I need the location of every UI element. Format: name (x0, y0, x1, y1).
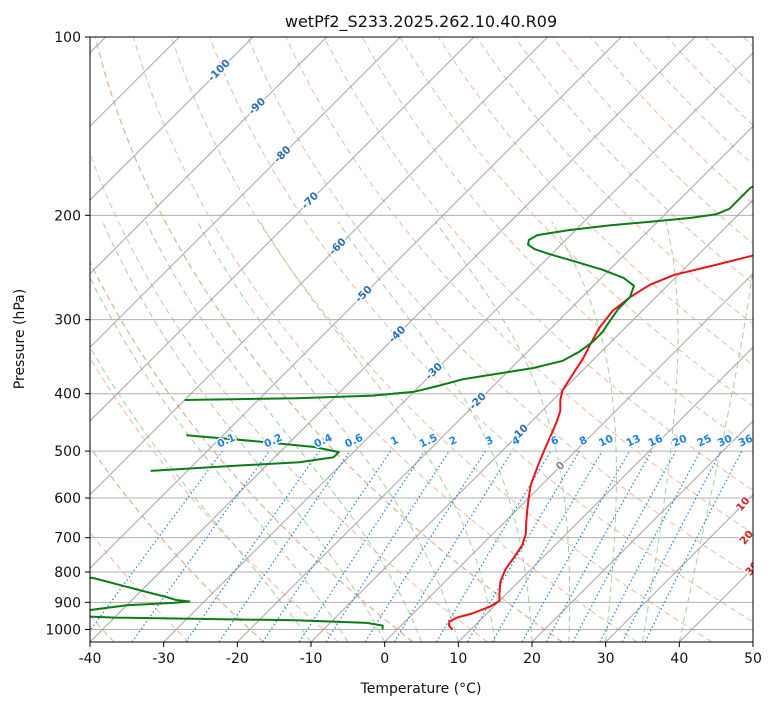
mixing-ratio-line (262, 450, 392, 642)
x-axis-label: Temperature (°C) (360, 681, 482, 697)
y-tick-label: 500 (54, 444, 81, 460)
dry-adiabat-line (94, 37, 563, 642)
sounding-profiles (90, 185, 753, 631)
dry-adiabat-line (90, 445, 264, 642)
isotherm-line (163, 51, 753, 642)
x-tick-label: 0 (380, 651, 389, 667)
skewed-isotherms (90, 37, 753, 642)
dry-adiabat-line (171, 37, 712, 642)
mixing-ratio-line (644, 450, 743, 642)
y-axis-label: Pressure (hPa) (12, 289, 28, 389)
dry-adiabats (90, 37, 753, 642)
dry-adiabat-line (285, 37, 753, 535)
isotherm-line (90, 37, 696, 642)
moist-adiabat-line (145, 221, 422, 642)
dewpoint-line (150, 434, 340, 472)
isotherm-line (605, 493, 753, 642)
isotherm-line (90, 37, 254, 201)
isotherm-line (90, 37, 401, 349)
x-tick-label: 50 (744, 651, 762, 667)
dry-adiabat-line (209, 37, 753, 623)
y-tick-label: 100 (54, 30, 81, 46)
x-tick-label: 40 (670, 651, 688, 667)
isotherm-line (90, 37, 475, 422)
moist-adiabat-line (259, 221, 496, 642)
dry-adiabat-label: 30 (743, 559, 762, 578)
mixing-ratio-line (90, 450, 223, 632)
x-tick-label: -20 (226, 651, 249, 667)
x-axis-ticks: -40 -30 -20 -10 0 10 20 30 40 50 (79, 642, 762, 667)
x-tick-label: 10 (449, 651, 467, 667)
mixing-ratio-line (393, 450, 513, 642)
dry-adiabat-line (90, 260, 414, 642)
mixing-ratio-line (572, 450, 677, 642)
chart-title: wetPf2_S233.2025.262.10.40.R09 (285, 12, 557, 32)
x-tick-label: -30 (152, 651, 175, 667)
moist-adiabat-line (197, 221, 459, 642)
isotherm-line (90, 37, 549, 496)
moist-adiabat-line (551, 221, 617, 642)
dry-adiabat-line (476, 37, 753, 325)
dry-adiabat-line (132, 37, 638, 642)
isotherm-line (90, 37, 328, 275)
temperature-line (448, 254, 753, 631)
y-tick-label: 800 (54, 565, 81, 581)
mixing-ratio-line (521, 450, 631, 642)
isotherm-line (384, 272, 753, 642)
x-tick-label: -10 (300, 651, 323, 667)
moist-adiabat-line (642, 221, 679, 642)
x-tick-label: 30 (597, 651, 615, 667)
moist-adiabat-line (678, 264, 753, 642)
isotherm-line (90, 37, 622, 570)
dewpoint-line (184, 185, 753, 401)
isotherm-line (457, 346, 753, 642)
dry-adiabat-line (514, 37, 753, 285)
y-tick-label: 1000 (45, 622, 81, 638)
y-tick-label: 600 (54, 491, 81, 507)
x-tick-label: 20 (523, 651, 541, 667)
y-tick-label: 200 (54, 208, 81, 224)
isotherm-line (236, 125, 753, 642)
plot-frame (89, 36, 754, 643)
dry-adiabat-line (323, 37, 753, 491)
moist-adiabat-line (337, 221, 533, 642)
y-axis-ticks: 1000 900 800 700 600 500 400 300 200 100 (45, 30, 90, 638)
moist-adiabat-line (102, 221, 386, 642)
dry-adiabat-line (90, 356, 339, 642)
isotherm-line (531, 420, 753, 642)
dewpoint-line (90, 576, 384, 630)
y-tick-label: 900 (54, 595, 81, 611)
x-tick-label: -40 (79, 651, 102, 667)
mixing-ratio-line (298, 450, 425, 642)
y-tick-label: 700 (54, 531, 81, 547)
mixing-ratio-line (545, 450, 653, 642)
isotherm-line (310, 199, 753, 642)
dry-adiabat-line (247, 37, 753, 578)
y-tick-label: 400 (54, 387, 81, 403)
y-tick-label: 300 (54, 313, 81, 329)
mixing-ratio-line (325, 450, 450, 642)
